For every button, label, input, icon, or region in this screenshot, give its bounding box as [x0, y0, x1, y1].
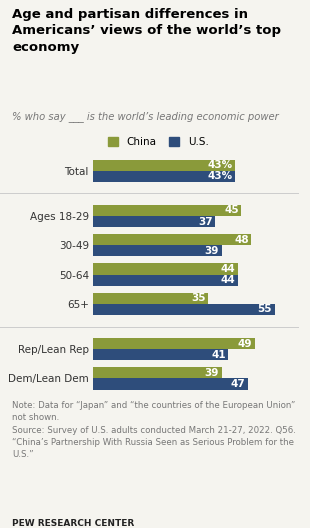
Text: 49: 49: [237, 338, 252, 348]
Text: 47: 47: [231, 379, 246, 389]
Text: 44: 44: [221, 275, 236, 285]
Legend: China, U.S.: China, U.S.: [108, 137, 209, 147]
Text: 39: 39: [205, 368, 219, 378]
Bar: [93, 293, 209, 304]
Text: % who say ___ is the world’s leading economic power: % who say ___ is the world’s leading eco…: [12, 111, 279, 122]
Bar: [93, 263, 238, 275]
Text: 48: 48: [234, 235, 249, 245]
Bar: [93, 367, 222, 379]
Text: 44: 44: [221, 264, 236, 274]
Text: 43%: 43%: [207, 171, 232, 181]
Bar: [93, 205, 241, 216]
Bar: [93, 159, 235, 171]
Text: Age and partisan differences in
Americans’ views of the world’s top
economy: Age and partisan differences in American…: [12, 8, 281, 54]
Text: 41: 41: [211, 350, 226, 360]
Bar: [93, 234, 251, 246]
Bar: [93, 304, 274, 315]
Text: Note: Data for “Japan” and “the countries of the European Union”
not shown.
Sour: Note: Data for “Japan” and “the countrie…: [12, 401, 296, 459]
Bar: [93, 349, 228, 360]
Text: 35: 35: [191, 293, 206, 303]
Text: 45: 45: [224, 205, 239, 215]
Text: 55: 55: [257, 304, 272, 314]
Bar: [93, 246, 222, 257]
Bar: [93, 379, 248, 390]
Bar: [93, 216, 215, 227]
Text: 39: 39: [205, 246, 219, 256]
Text: 37: 37: [198, 216, 212, 227]
Text: PEW RESEARCH CENTER: PEW RESEARCH CENTER: [12, 519, 135, 528]
Bar: [93, 275, 238, 286]
Bar: [93, 338, 255, 349]
Bar: [93, 171, 235, 182]
Text: 43%: 43%: [207, 160, 232, 170]
